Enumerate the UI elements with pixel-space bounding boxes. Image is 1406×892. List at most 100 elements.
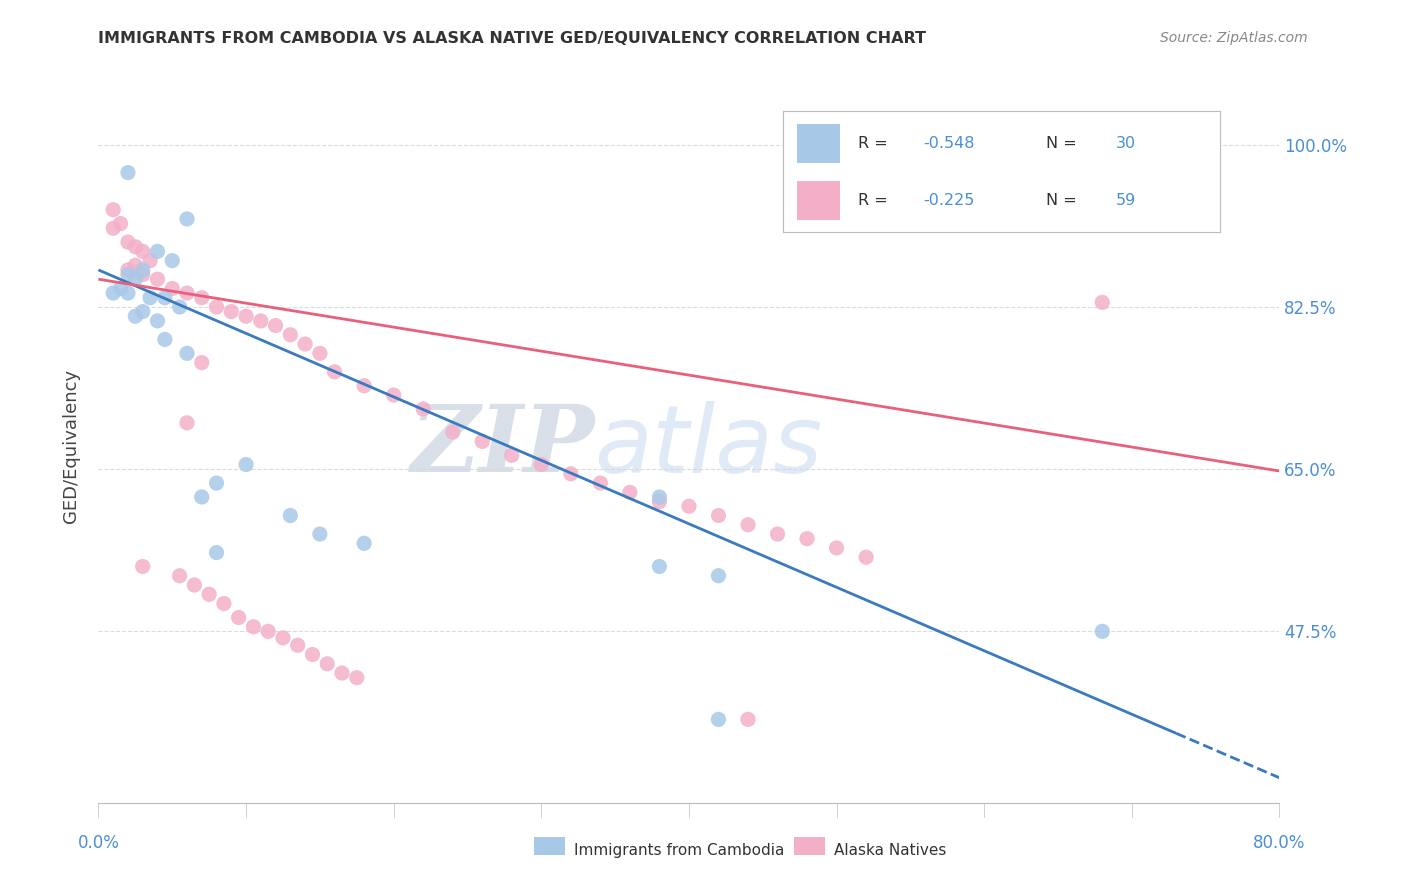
Point bbox=[257, 624, 280, 639]
Point bbox=[183, 578, 205, 592]
Text: 0.0%: 0.0% bbox=[77, 834, 120, 852]
Point bbox=[153, 333, 176, 347]
Point bbox=[264, 318, 287, 333]
Point bbox=[132, 559, 155, 574]
Point bbox=[169, 300, 191, 314]
Point bbox=[316, 657, 339, 671]
Point bbox=[278, 327, 302, 342]
Point bbox=[191, 355, 214, 369]
Point bbox=[153, 291, 176, 305]
Point bbox=[205, 476, 228, 491]
Point bbox=[235, 310, 257, 324]
Point bbox=[271, 631, 294, 645]
Point bbox=[235, 458, 257, 472]
Point bbox=[250, 314, 273, 328]
Y-axis label: GED/Equivalency: GED/Equivalency bbox=[62, 369, 80, 523]
Point bbox=[228, 610, 250, 624]
Point bbox=[139, 253, 162, 268]
Point bbox=[198, 587, 221, 601]
Text: R =: R = bbox=[858, 193, 893, 208]
Point bbox=[825, 541, 848, 555]
Point bbox=[103, 221, 125, 235]
Point bbox=[124, 240, 146, 254]
Point bbox=[301, 648, 323, 662]
Point bbox=[110, 281, 132, 295]
Point bbox=[176, 211, 198, 226]
Point bbox=[124, 310, 146, 324]
Point bbox=[471, 434, 494, 449]
Point bbox=[530, 458, 553, 472]
Point bbox=[330, 666, 353, 681]
Point bbox=[139, 291, 162, 305]
Point bbox=[176, 346, 198, 360]
Point bbox=[648, 559, 671, 574]
Point bbox=[560, 467, 582, 481]
Text: IMMIGRANTS FROM CAMBODIA VS ALASKA NATIVE GED/EQUIVALENCY CORRELATION CHART: IMMIGRANTS FROM CAMBODIA VS ALASKA NATIV… bbox=[98, 31, 927, 46]
Text: N =: N = bbox=[1046, 136, 1081, 151]
Point bbox=[278, 508, 302, 523]
Point bbox=[162, 253, 183, 268]
Point bbox=[117, 166, 139, 180]
Point bbox=[353, 378, 375, 392]
Point bbox=[648, 494, 671, 508]
Point bbox=[132, 263, 155, 277]
Text: R =: R = bbox=[858, 136, 893, 151]
Point bbox=[132, 244, 155, 259]
Point bbox=[353, 536, 375, 550]
Point bbox=[146, 244, 169, 259]
Point bbox=[117, 235, 139, 249]
Point bbox=[146, 314, 169, 328]
Point bbox=[287, 638, 309, 652]
Point bbox=[707, 508, 730, 523]
Point bbox=[117, 268, 139, 282]
Text: N =: N = bbox=[1046, 193, 1081, 208]
Point bbox=[117, 286, 139, 301]
Bar bbox=[797, 181, 841, 219]
Point bbox=[1091, 295, 1114, 310]
Bar bbox=[797, 124, 841, 162]
Text: Alaska Natives: Alaska Natives bbox=[834, 843, 946, 857]
Point bbox=[678, 500, 700, 514]
Point bbox=[191, 291, 214, 305]
Text: -0.548: -0.548 bbox=[924, 136, 974, 151]
Point bbox=[162, 281, 183, 295]
Point bbox=[766, 527, 789, 541]
Point bbox=[146, 272, 169, 286]
Point bbox=[103, 202, 125, 217]
Point bbox=[796, 532, 818, 546]
Text: 30: 30 bbox=[1115, 136, 1136, 151]
Text: ZIP: ZIP bbox=[411, 401, 595, 491]
Point bbox=[219, 304, 242, 318]
Point bbox=[205, 545, 228, 559]
Point bbox=[1091, 624, 1114, 639]
Point bbox=[707, 712, 730, 726]
Point bbox=[707, 568, 730, 582]
Point bbox=[412, 401, 434, 416]
Point bbox=[382, 388, 405, 402]
Text: -0.225: -0.225 bbox=[924, 193, 974, 208]
Point bbox=[309, 527, 332, 541]
Point bbox=[176, 416, 198, 430]
Point bbox=[309, 346, 332, 360]
Point bbox=[589, 476, 612, 491]
Text: 59: 59 bbox=[1115, 193, 1136, 208]
Point bbox=[619, 485, 641, 500]
Point bbox=[124, 272, 146, 286]
Point bbox=[648, 490, 671, 504]
Text: Source: ZipAtlas.com: Source: ZipAtlas.com bbox=[1160, 31, 1308, 45]
Point bbox=[212, 597, 235, 611]
Point bbox=[242, 620, 264, 634]
Text: atlas: atlas bbox=[595, 401, 823, 491]
Point bbox=[855, 550, 877, 565]
Text: 80.0%: 80.0% bbox=[1253, 834, 1306, 852]
Point bbox=[294, 337, 316, 351]
Point bbox=[110, 217, 132, 231]
Point bbox=[191, 490, 214, 504]
Point bbox=[205, 300, 228, 314]
Point bbox=[441, 425, 464, 439]
Point bbox=[132, 304, 155, 318]
Point bbox=[737, 517, 759, 532]
Point bbox=[737, 712, 759, 726]
Point bbox=[103, 286, 125, 301]
Point bbox=[117, 263, 139, 277]
